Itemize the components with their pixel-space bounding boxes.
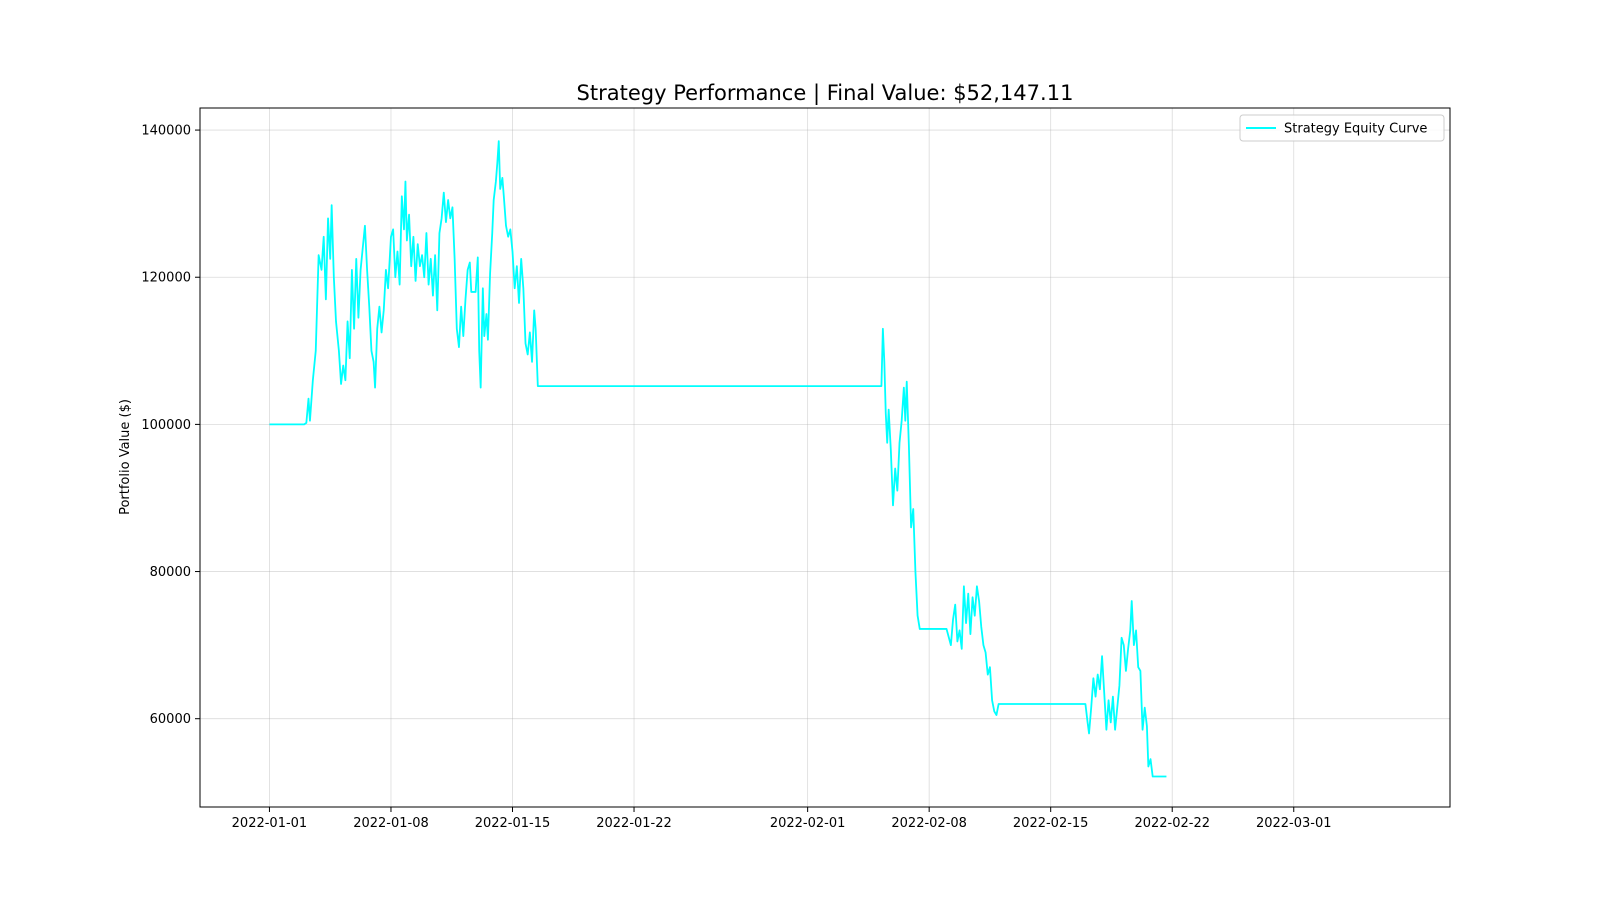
plot-frame bbox=[199, 107, 1451, 808]
y-axis-label: Portfolio Value ($) bbox=[118, 399, 133, 515]
x-tick-label: 2022-02-22 bbox=[1134, 816, 1210, 831]
tick-layer: 2022-01-01 2022-01-08 2022-01-15 2022-01-22… bbox=[141, 124, 1331, 831]
y-tick-label: 80000 bbox=[150, 565, 191, 580]
y-tick-label: 60000 bbox=[150, 712, 191, 727]
x-tick-label: 2022-01-01 bbox=[232, 816, 308, 831]
legend-box bbox=[1239, 114, 1445, 142]
chart-title: Strategy Performance | Final Value: $52,… bbox=[577, 81, 1074, 106]
x-tick-label: 2022-01-15 bbox=[475, 816, 551, 831]
line-layer bbox=[269, 140, 1167, 778]
y-tick-label: 100000 bbox=[141, 418, 191, 433]
x-tick-label: 2022-01-22 bbox=[596, 816, 672, 831]
legend-label: Strategy Equity Curve bbox=[1284, 122, 1427, 137]
x-tick-label: 2022-02-01 bbox=[770, 816, 846, 831]
y-tick-label: 120000 bbox=[141, 271, 191, 286]
x-tick-label: 2022-01-08 bbox=[353, 816, 429, 831]
x-tick-label: 2022-02-15 bbox=[1013, 816, 1089, 831]
legend: Strategy Equity Curve bbox=[1239, 114, 1445, 142]
x-tick-label: 2022-02-08 bbox=[891, 816, 967, 831]
grid-layer bbox=[200, 108, 1450, 807]
series-line-equity-curve bbox=[269, 140, 1167, 778]
x-tick-label: 2022-03-01 bbox=[1256, 816, 1332, 831]
y-tick-label: 140000 bbox=[141, 124, 191, 139]
